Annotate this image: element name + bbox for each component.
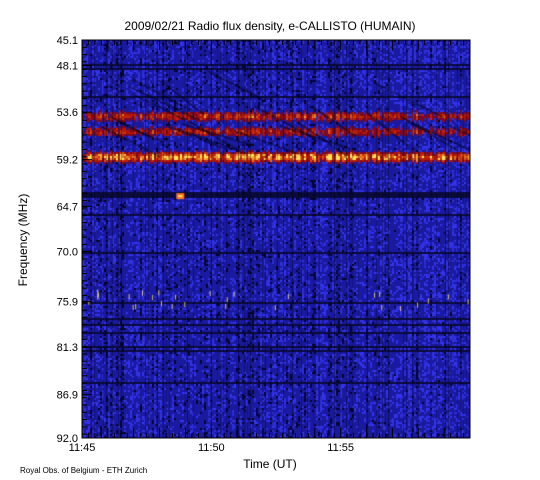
x-tick-label: 11:45 [69, 442, 96, 454]
y-axis-ticks: 45.1 48.1 53.6 59.2 64.7 70.0 75.9 81.3 86.9 92.0 [57, 35, 92, 445]
heatmap-image [82, 40, 470, 438]
y-tick-label: 45.1 [57, 35, 78, 47]
y-tick-label: 86.9 [57, 390, 78, 402]
y-tick-label: 53.6 [57, 107, 78, 119]
y-tick-label: 92.0 [57, 433, 78, 445]
y-tick-label: 48.1 [57, 60, 78, 72]
y-tick-label: 75.9 [57, 296, 78, 308]
x-tick-label: 11:50 [198, 442, 225, 454]
y-axis-label: Frequency (MHz) [16, 194, 30, 287]
chart-title: 2009/02/21 Radio flux density, e-CALLIST… [124, 19, 415, 33]
x-tick-label: 11:55 [327, 442, 354, 454]
y-tick-label: 59.2 [57, 155, 78, 167]
y-tick-label: 70.0 [57, 246, 78, 258]
x-axis-ticks: 11:45 11:50 11:55 [69, 40, 471, 454]
spectrogram-heatmap [82, 40, 470, 438]
x-axis-label: Time (UT) [243, 457, 297, 471]
y-tick-label: 81.3 [57, 342, 78, 354]
y-tick-label: 64.7 [57, 201, 78, 213]
credit-footer: Royal Obs. of Belgium - ETH Zurich [20, 466, 148, 475]
